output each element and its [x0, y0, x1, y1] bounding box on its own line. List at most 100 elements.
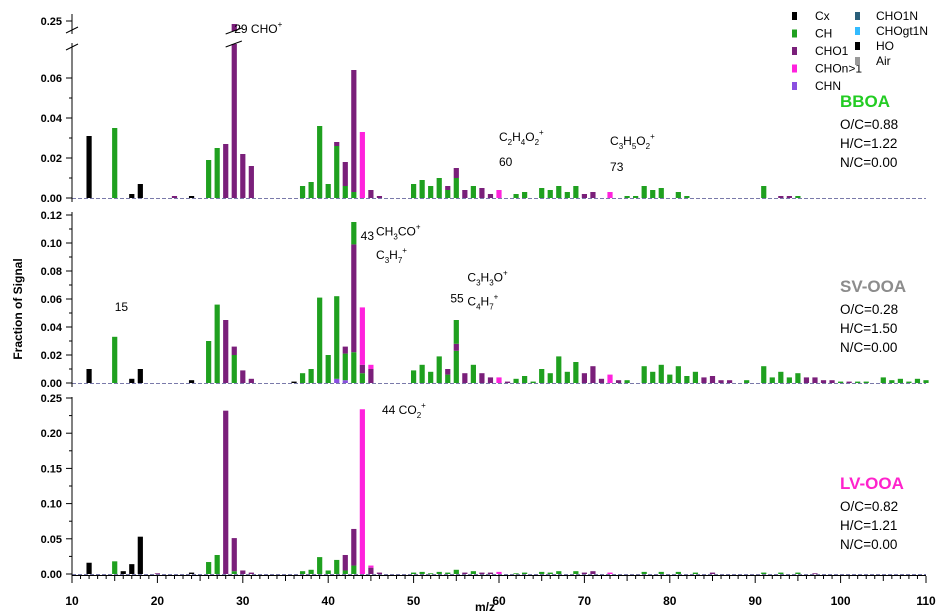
- bar-mz-26: [206, 562, 212, 574]
- bar-mz-41: [334, 559, 340, 574]
- bar-segment-ch: [778, 572, 784, 574]
- bar-mz-60: [496, 571, 502, 574]
- annotation-part: +: [416, 222, 421, 231]
- bar-break-gap: [230, 31, 238, 44]
- bar-segment-cho1: [334, 142, 340, 146]
- bar-segment-ch: [206, 562, 212, 574]
- bar-mz-54: [445, 186, 451, 198]
- panel-lv-ooa: 0.00 0.05 0.10 0.15 0.20 0.25 44 CO2+ LV-OOA O/C…: [41, 393, 926, 581]
- bar-segment-cx: [86, 136, 92, 198]
- annotation-part: C: [467, 294, 476, 308]
- bar-segment-cho1: [342, 346, 348, 354]
- bar-segment-ch: [428, 573, 434, 575]
- bar-segment-cho1: [240, 154, 246, 198]
- bar-segment-ch: [573, 571, 579, 574]
- bar-segment-cho1: [248, 572, 254, 574]
- bar-mz-95: [795, 572, 801, 574]
- y-tick-label: 0.04: [41, 113, 63, 125]
- bar-segment-cho1: [709, 376, 716, 383]
- bar-segment-ch: [761, 186, 767, 198]
- bar-segment-ho: [129, 194, 135, 198]
- bar-segment-ch: [351, 352, 357, 383]
- annotation-part: 2: [535, 138, 540, 147]
- bar-segment-ch: [564, 192, 570, 198]
- bar-segment-ho: [129, 564, 135, 574]
- bar-mz-85: [709, 376, 716, 383]
- bar-segment-cho1: [231, 346, 237, 355]
- bar-mz-62: [513, 194, 519, 198]
- bar-segment-cho1: [240, 370, 246, 383]
- y-tick-label: 0.00: [41, 378, 62, 390]
- bar-segment-cho1: [342, 554, 348, 571]
- bar-mz-56: [462, 190, 468, 198]
- annotation: 43: [361, 229, 375, 243]
- bar-mz-15: [112, 336, 118, 383]
- bar-mz-50: [411, 184, 417, 198]
- panel-stat: O/C=0.82: [840, 499, 898, 514]
- bar-segment-ch: [359, 373, 365, 383]
- bar-segment-ch: [658, 188, 664, 198]
- bar-segment-ho: [137, 369, 143, 383]
- bar-mz-85: [709, 572, 716, 574]
- bar-mz-42: [342, 554, 348, 574]
- bar-mz-55: [453, 320, 459, 383]
- y-tick-label: 0.15: [41, 463, 62, 475]
- bar-mz-37: [299, 186, 306, 198]
- bar-segment-ch: [838, 381, 844, 383]
- bar-segment-cho1: [351, 528, 357, 566]
- bar-mz-95: [795, 196, 801, 198]
- bar-mz-39: [317, 297, 323, 383]
- bar-mz-15: [112, 561, 118, 574]
- bar-segment-cho1: [351, 70, 357, 192]
- bar-segment-ch: [308, 369, 314, 383]
- bar-segment-ch: [675, 571, 681, 574]
- y-tick-label: 0.00: [41, 193, 62, 205]
- bar-segment-cho1: [368, 190, 374, 198]
- legend-label: CHOn>1: [815, 62, 862, 76]
- bar-mz-42: [342, 346, 348, 383]
- bar-segment-cho1: [581, 373, 587, 383]
- x-tick-label: 10: [65, 594, 79, 608]
- bar-mz-62: [513, 378, 519, 383]
- bar-mz-63: [522, 192, 528, 198]
- bar-segment-cho1: [598, 378, 605, 383]
- bar-segment-ch: [419, 571, 425, 574]
- bar-segment-cho1: [581, 572, 587, 574]
- bar-segment-cho1: [479, 188, 485, 198]
- bar-mz-51: [419, 571, 425, 574]
- bar-segment-ch: [231, 571, 237, 574]
- bar-segment-cho1: [223, 410, 229, 574]
- bar-mz-42: [342, 162, 348, 198]
- annotation-part: 2: [508, 138, 513, 147]
- bar-mz-27: [214, 148, 220, 198]
- bar-segment-ch: [513, 573, 519, 575]
- bar-segment-ch: [692, 371, 699, 383]
- bar-segment-ch: [317, 557, 323, 574]
- y-tick-label: 0.02: [41, 350, 62, 362]
- legend-label: Cx: [815, 9, 830, 23]
- bar-mz-51: [419, 180, 425, 198]
- bar-mz-27: [214, 304, 220, 383]
- bar-segment-cx: [188, 572, 195, 574]
- annotation: CH3CO+: [376, 222, 421, 241]
- bar-mz-81: [675, 571, 681, 574]
- bar-segment-ch: [342, 353, 348, 381]
- bar-mz-67: [556, 356, 562, 383]
- bar-mz-39: [317, 557, 323, 574]
- legend-swatch-chn: [792, 82, 797, 90]
- annotation-part: C: [467, 271, 476, 285]
- bar-segment-cho1: [846, 381, 852, 383]
- legend-label: CHO1N: [876, 9, 918, 23]
- bar-mz-79: [658, 571, 664, 574]
- bar-mz-67: [556, 186, 562, 198]
- bar-mz-65: [539, 571, 545, 574]
- bar-segment-cho1: [615, 380, 622, 383]
- bar-mz-45: [368, 190, 374, 198]
- legend-swatch-air: [855, 57, 860, 65]
- bar-segment-cho1: [376, 196, 383, 198]
- bar-segment-chongt1: [359, 409, 365, 574]
- bar-mz-103: [863, 381, 869, 383]
- bar-mz-89: [744, 380, 750, 383]
- bar-mz-80: [667, 374, 673, 383]
